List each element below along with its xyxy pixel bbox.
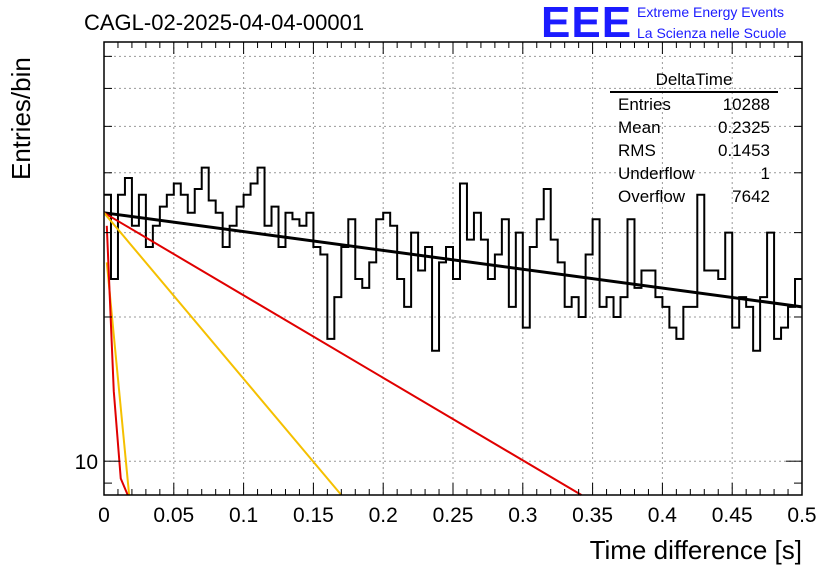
stats-box: DeltaTime Entries 10288 Mean 0.2325 RMS … — [610, 70, 778, 208]
stats-label: Overflow — [618, 187, 686, 206]
x-tick-label: 0.3 — [508, 504, 537, 527]
stats-value: 10288 — [722, 95, 770, 114]
x-tick-label: 0.15 — [293, 504, 334, 527]
x-tick-label: 0.4 — [648, 504, 678, 527]
histogram-outline — [104, 166, 802, 352]
stats-label: Underflow — [618, 164, 695, 183]
fit-line — [105, 225, 129, 496]
x-tick-label: 0.25 — [433, 504, 474, 527]
logo-line2: La Scienza nelle Scuole — [637, 25, 787, 41]
x-tick-label: 0.2 — [369, 504, 398, 527]
stats-label: Entries — [618, 95, 671, 114]
stats-value: 7642 — [732, 187, 770, 206]
x-tick-label: 0.35 — [572, 504, 613, 527]
x-tick-label: 0.1 — [229, 504, 258, 527]
x-tick-label: 0.45 — [712, 504, 753, 527]
stats-row-overflow: Overflow 7642 — [610, 185, 778, 208]
fit-line — [103, 211, 803, 309]
chart-title: CAGL-02-2025-04-04-00001 — [84, 10, 365, 35]
stats-value: 0.1453 — [718, 141, 770, 160]
y-axis-label: Entries/bin — [6, 57, 36, 180]
x-tick-label: 0 — [98, 504, 110, 527]
stats-row-entries: Entries 10288 — [610, 93, 778, 116]
logo-line1: Extreme Energy Events — [637, 4, 785, 20]
stats-row-rms: RMS 0.1453 — [610, 139, 778, 162]
stats-value: 1 — [760, 164, 770, 183]
x-axis-label: Time difference [s] — [589, 535, 802, 565]
y-tick-label: 10 — [75, 451, 98, 474]
x-tick-label: 0.5 — [787, 504, 816, 527]
fit-line — [103, 211, 582, 496]
stats-row-underflow: Underflow 1 — [610, 162, 778, 185]
stats-value: 0.2325 — [718, 118, 770, 137]
stats-title: DeltaTime — [610, 70, 778, 93]
stats-label: Mean — [618, 118, 661, 137]
x-tick-label: 0.05 — [153, 504, 194, 527]
eee-logo: EEE — [541, 0, 633, 47]
fit-line — [103, 212, 343, 496]
stats-row-mean: Mean 0.2325 — [610, 116, 778, 139]
stats-label: RMS — [618, 141, 656, 160]
